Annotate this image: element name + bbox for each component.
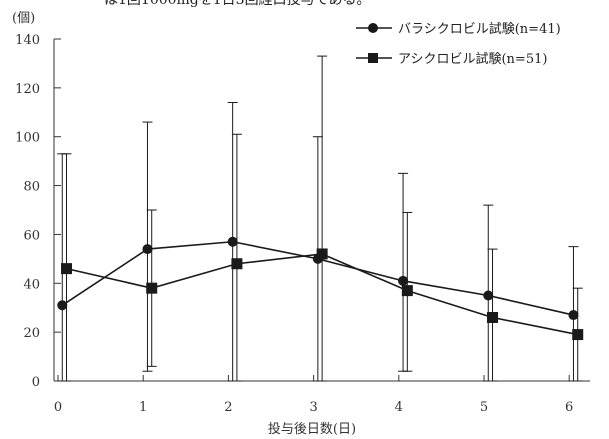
y-tick-label: 0 [32,375,40,390]
data-point-square [572,329,584,341]
data-point-circle [142,244,153,255]
legend-marker-circle [368,23,378,33]
y-tick-label: 140 [15,33,40,48]
data-point-square [146,282,158,294]
y-axis-label: (個) [12,11,35,26]
legend-label-aciclovir: アシクロビル試験(n=51) [398,51,547,67]
legend-item-valaciclovir: バラシクロビル試験(n=41) [356,21,561,37]
y-tick-label: 80 [23,180,40,195]
legend: バラシクロビル試験(n=41) アシクロビル試験(n=51) [356,21,561,67]
x-tick-label: 3 [309,400,317,415]
y-tick-label: 60 [23,228,40,243]
data-point-circle [398,275,409,286]
legend-label-valaciclovir: バラシクロビル試験(n=41) [398,21,561,37]
x-tick-label: 4 [395,400,403,415]
data-point-square [316,248,328,260]
y-tick-label: 120 [15,82,40,97]
data-point-circle [483,290,494,301]
data-point-circle [57,300,68,311]
x-ticks: 0 1 2 3 4 5 6 [54,375,573,415]
caption-text: は1回1000mgを1日3回経口投与である。 [104,0,370,8]
y-tick-label: 40 [23,277,40,292]
legend-item-aciclovir: アシクロビル試験(n=51) [356,51,547,67]
x-tick-label: 5 [480,400,488,415]
data-point-square [231,258,243,270]
y-ticks: 0 20 40 60 80 100 120 140 [15,33,61,390]
x-tick-label: 2 [224,400,232,415]
series-valaciclovir [57,102,579,382]
data-point-square [61,263,73,275]
y-tick-label: 20 [23,326,40,341]
series-aciclovir [61,55,584,382]
x-axis-label: 投与後日数(日) [268,421,356,437]
x-tick-label: 6 [565,400,573,415]
legend-marker-square [368,53,378,63]
series-layer [57,55,584,382]
data-point-circle [568,310,579,321]
x-tick-label: 0 [54,400,62,415]
x-tick-label: 1 [139,400,147,415]
y-tick-label: 100 [15,131,40,146]
data-point-circle [227,236,238,247]
data-point-square [401,285,413,297]
data-point-square [487,311,499,323]
